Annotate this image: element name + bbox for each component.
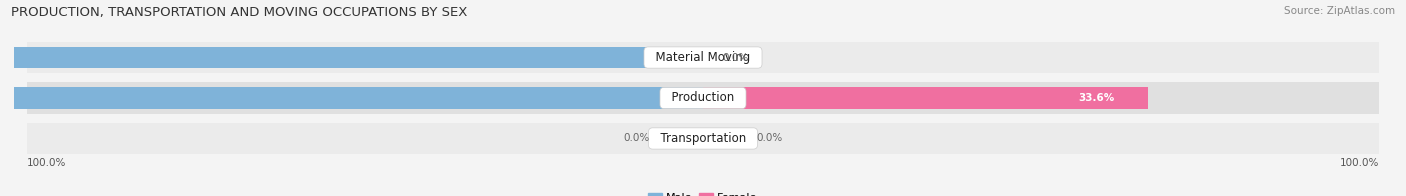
Text: 0.0%: 0.0% — [624, 133, 650, 143]
Bar — [703, 128, 737, 149]
Text: 0.0%: 0.0% — [756, 133, 782, 143]
Bar — [0, 47, 703, 68]
Text: PRODUCTION, TRANSPORTATION AND MOVING OCCUPATIONS BY SEX: PRODUCTION, TRANSPORTATION AND MOVING OC… — [11, 6, 468, 19]
Text: Transportation: Transportation — [652, 132, 754, 145]
Legend: Male, Female: Male, Female — [644, 188, 762, 196]
Text: Source: ZipAtlas.com: Source: ZipAtlas.com — [1284, 6, 1395, 16]
Bar — [27, 123, 1379, 154]
Bar — [27, 42, 1379, 73]
Bar — [669, 128, 703, 149]
Bar — [27, 83, 1379, 113]
Text: 100.0%: 100.0% — [1340, 158, 1379, 168]
Bar — [0, 87, 703, 109]
Text: Material Moving: Material Moving — [648, 51, 758, 64]
Text: 0.0%: 0.0% — [723, 53, 749, 63]
Text: 33.6%: 33.6% — [1078, 93, 1115, 103]
Bar — [703, 87, 1149, 109]
Text: 100.0%: 100.0% — [27, 158, 66, 168]
Text: Production: Production — [664, 92, 742, 104]
